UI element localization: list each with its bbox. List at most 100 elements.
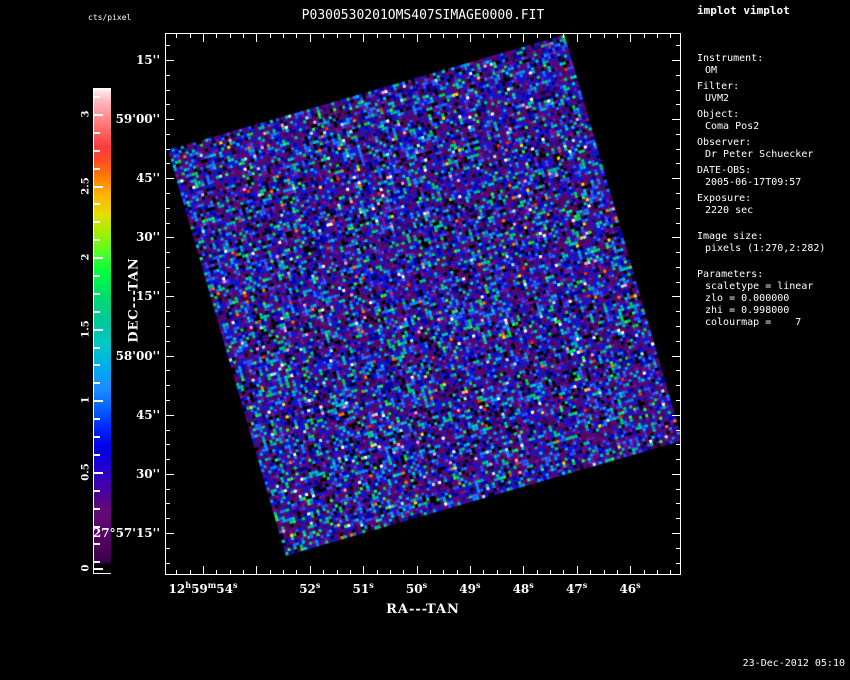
y-tick [672,414,680,416]
colorbar-minor-tick [94,543,100,545]
colorbar-tick-label: 2 [80,253,92,261]
x-tick [429,34,431,38]
colorbar-minor-tick [94,96,100,98]
colorbar-minor-tick [94,454,100,456]
colorbar-minor-tick [94,275,100,277]
x-tick-label: 12h59m54s [168,580,238,596]
x-tick-label: 46s [619,580,641,596]
app-label: implot vimplot [697,4,790,17]
colorbar-major-tick [94,568,103,570]
y-tick [166,296,174,298]
x-tick [510,34,512,38]
colorbar-tick-label: 0 [80,564,92,572]
x-tick [576,34,578,42]
x-tick [590,34,592,38]
metadata-field-label: Parameters: [697,269,764,280]
y-tick [676,326,680,328]
metadata-field-value: zhi = 0.998000 [705,305,790,316]
x-tick [550,570,552,574]
y-tick [676,503,680,505]
y-tick [166,133,170,135]
y-tick [166,119,174,121]
y-tick [166,311,170,313]
x-tick [256,566,258,574]
metadata-field-value: scaletype = linear [705,281,814,292]
colorbar-tick-label: 1 [80,396,92,404]
y-tick [166,281,170,283]
metadata-field-value: Coma Pos2 [705,121,760,132]
x-tick [403,34,405,38]
colorbar-minor-tick [94,293,100,295]
x-tick-label: 51s [352,580,374,596]
y-tick [672,532,680,534]
colorbar-major-tick [94,400,103,402]
y-tick [676,399,680,401]
x-tick [269,34,271,38]
x-tick [203,34,204,42]
y-tick [676,104,680,106]
y-tick-label: 15'' [135,289,160,304]
colorbar-minor-tick [94,203,100,205]
y-tick [676,163,680,165]
y-tick [676,340,680,342]
colorbar-minor-tick [94,221,100,223]
x-tick [376,34,378,38]
x-tick [630,566,631,574]
y-tick [166,385,170,387]
x-tick [443,34,445,38]
metadata-field-label: Filter: [697,81,740,92]
y-tick [166,503,170,505]
x-tick [603,34,605,38]
x-tick [296,34,298,38]
metadata-group: DATE-OBS: 2005-06-17T09:57 [697,165,847,189]
colorbar-major-tick [94,186,103,188]
x-tick [229,34,231,38]
metadata-group: Exposure: 2220 sec [697,193,847,217]
y-tick [672,473,680,475]
image-title: P0300530201OMS407SIMAGE0000.FIT [301,8,545,23]
x-tick [603,570,605,574]
colorbar-minor-tick [94,508,100,510]
colorbar-major-tick [94,329,103,331]
sky-image-canvas[interactable] [166,34,680,574]
y-tick-label: 27°57'15'' [92,525,160,540]
y-tick-label: 30'' [135,466,160,481]
x-tick [550,34,552,38]
x-tick [376,570,378,574]
y-tick [166,222,170,224]
y-tick [166,45,170,47]
y-tick [676,562,680,564]
colorbar-major-tick [94,114,103,116]
y-tick-label: 30'' [135,230,160,245]
colorbar-major-tick [94,472,103,474]
x-tick [216,34,218,38]
metadata-field-label: Instrument: [697,53,764,64]
x-tick [643,570,645,574]
y-tick [166,207,170,209]
x-tick [349,34,351,38]
metadata-group: Filter: UVM2 [697,81,847,105]
x-tick [176,34,178,38]
x-tick [630,34,631,42]
x-tick [483,570,485,574]
plot-frame [165,33,681,575]
colorbar-minor-tick [94,561,100,563]
x-tick [536,34,538,38]
metadata-group: Parameters: scaletype = linear zlo = 0.000… [697,269,847,329]
metadata-field-value: Dr Peter Schuecker [705,149,814,160]
y-tick [166,89,170,91]
y-tick-label: 58'00'' [115,348,160,363]
y-tick [166,148,170,150]
y-tick [676,266,680,268]
colorbar-minor-tick [94,150,100,152]
y-tick [672,178,680,180]
y-tick [676,252,680,254]
x-tick [670,570,672,574]
metadata-group: Image size: pixels (1:270,2:282) [697,231,847,255]
x-tick [496,34,498,38]
colorbar-minor-tick [94,132,100,134]
colorbar-major-tick [94,257,103,259]
colorbar-minor-tick [94,436,100,438]
x-tick [510,570,512,574]
